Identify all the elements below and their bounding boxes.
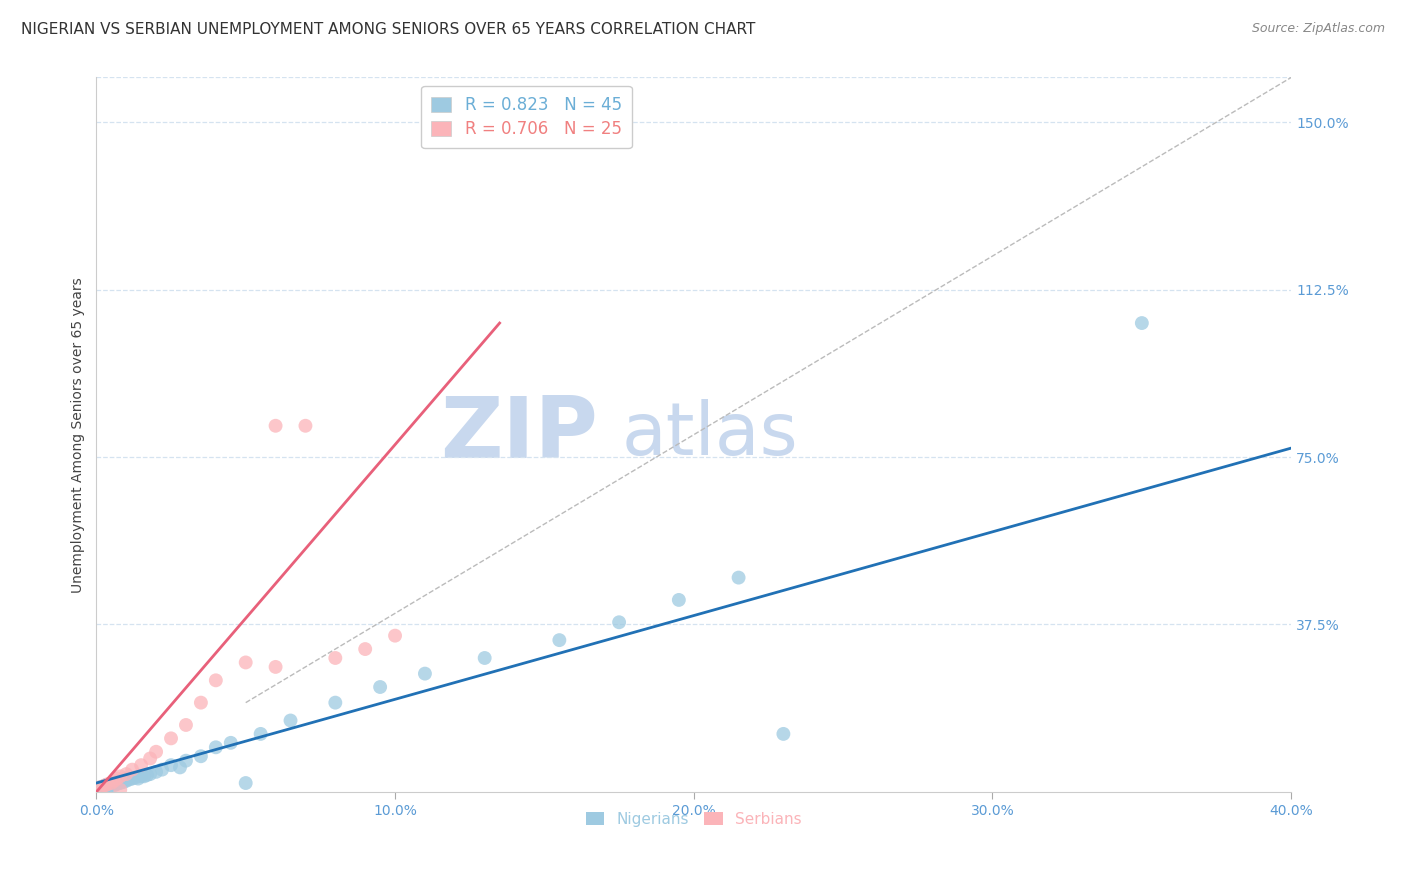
Point (205, 673, 228, 688)
Point (115, 767, 138, 781)
Point (110, 773, 132, 788)
Point (105, 777, 128, 791)
Point (354, 642, 377, 657)
Point (110, 782, 132, 797)
Point (129, 769, 152, 783)
Point (294, 418, 316, 433)
Point (413, 666, 436, 681)
Point (474, 651, 496, 665)
Point (1130, 316, 1153, 330)
Point (121, 763, 143, 777)
Point (169, 760, 191, 774)
Point (150, 763, 173, 777)
Text: ZIP: ZIP (440, 393, 598, 476)
Point (772, 727, 794, 741)
Point (727, 571, 749, 585)
Point (97, 780, 120, 794)
Point (97, 777, 120, 791)
Point (100, 776, 122, 790)
Point (174, 718, 197, 732)
Point (323, 651, 346, 665)
Point (127, 772, 149, 786)
Point (139, 767, 162, 781)
Point (607, 615, 630, 630)
Point (160, 731, 183, 746)
Point (668, 593, 690, 607)
Point (112, 775, 135, 789)
Point (205, 740, 228, 755)
Point (139, 751, 162, 765)
Text: atlas: atlas (621, 400, 799, 470)
Point (235, 776, 257, 790)
Point (89, 780, 111, 795)
Point (121, 772, 143, 786)
Point (136, 768, 159, 782)
Point (323, 696, 346, 710)
Point (91, 780, 114, 795)
Legend: Nigerians, Serbians: Nigerians, Serbians (578, 804, 810, 834)
Point (249, 727, 271, 741)
Point (110, 776, 132, 790)
Point (124, 771, 146, 785)
Point (103, 776, 125, 790)
Point (145, 745, 167, 759)
Point (100, 776, 122, 790)
Point (105, 775, 128, 789)
Text: NIGERIAN VS SERBIAN UNEMPLOYMENT AMONG SENIORS OVER 65 YEARS CORRELATION CHART: NIGERIAN VS SERBIAN UNEMPLOYMENT AMONG S… (21, 22, 755, 37)
Point (110, 769, 132, 783)
Point (548, 633, 571, 648)
Point (100, 778, 122, 792)
Point (94, 778, 117, 792)
Point (264, 418, 287, 433)
Point (105, 772, 128, 786)
Point (103, 773, 125, 788)
Point (219, 736, 242, 750)
Point (103, 778, 125, 792)
Point (190, 696, 212, 710)
Point (145, 764, 167, 779)
Point (160, 758, 183, 772)
Point (134, 769, 156, 783)
Point (368, 680, 391, 694)
Point (129, 758, 152, 772)
Text: Source: ZipAtlas.com: Source: ZipAtlas.com (1251, 22, 1385, 36)
Point (94, 780, 117, 794)
Point (115, 773, 138, 788)
Point (384, 629, 406, 643)
Point (94, 778, 117, 792)
Point (89, 780, 111, 795)
Point (235, 656, 257, 670)
Point (174, 754, 197, 768)
Point (264, 660, 287, 674)
Point (91, 780, 114, 794)
Point (190, 749, 212, 764)
Point (115, 772, 138, 786)
Point (118, 772, 141, 787)
Y-axis label: Unemployment Among Seniors over 65 years: Unemployment Among Seniors over 65 years (72, 277, 86, 592)
Point (280, 714, 302, 728)
